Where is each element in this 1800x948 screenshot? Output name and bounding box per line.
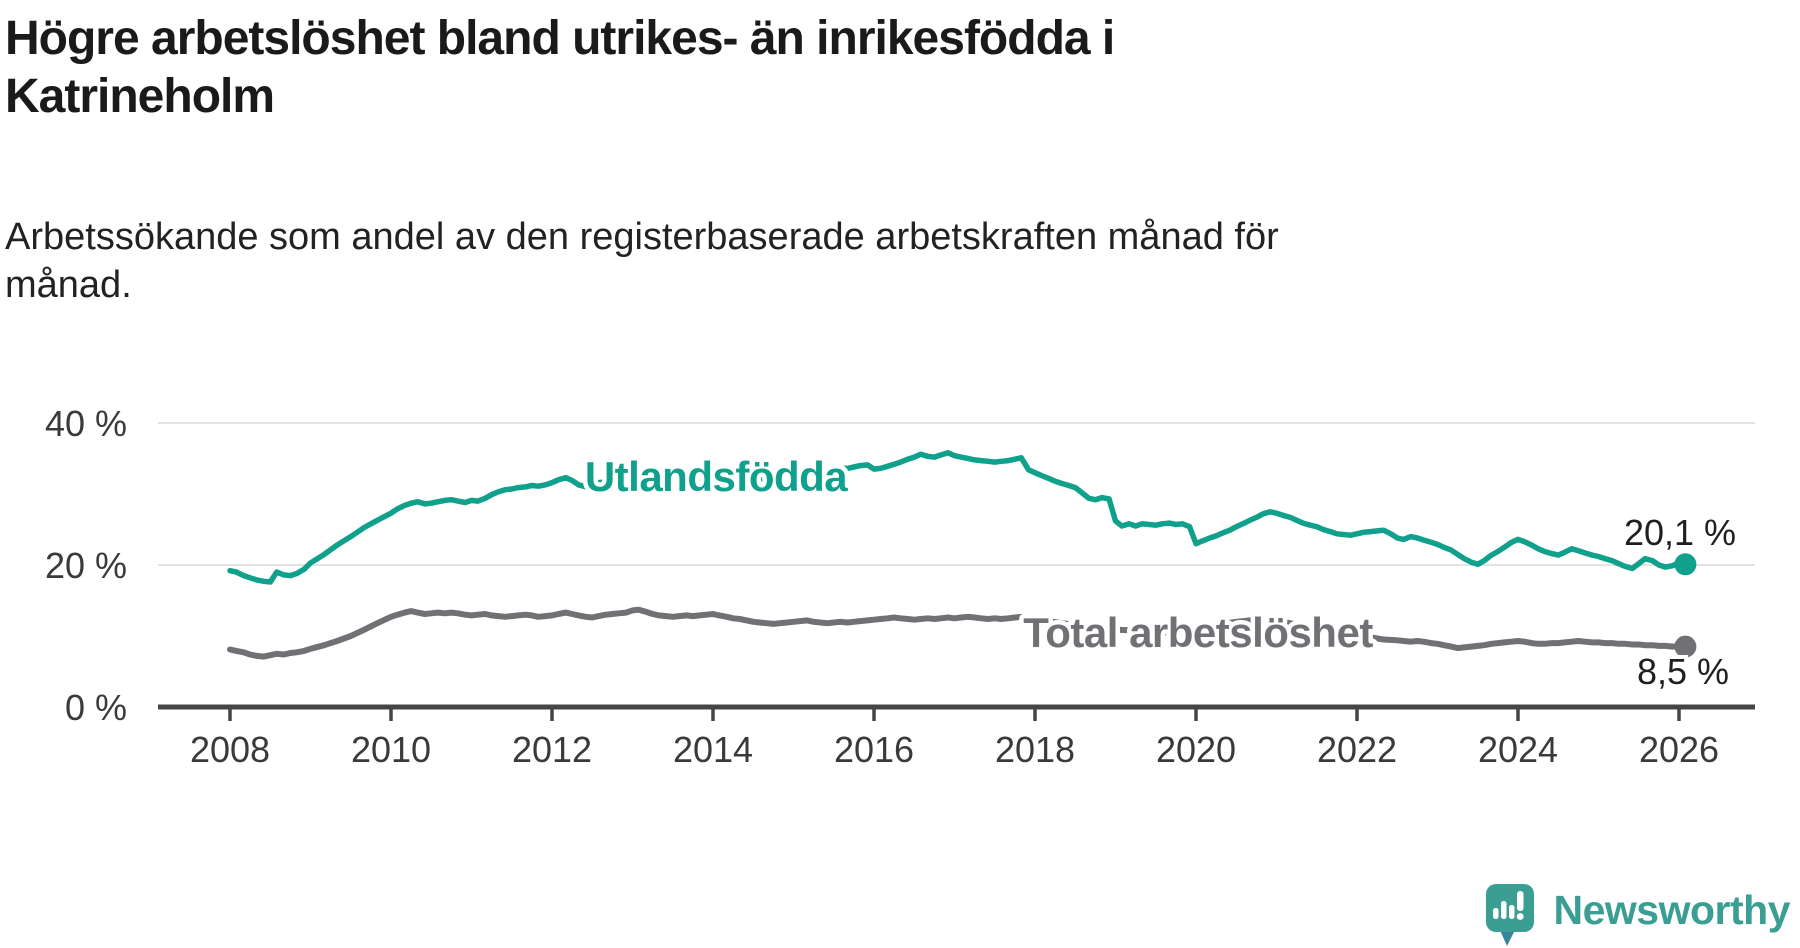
chart-subtitle: Arbetssökande som andel av den registerb…	[5, 216, 1279, 306]
x-tick-label-2014: 2014	[673, 729, 753, 770]
y-tick-label-40: 40 %	[45, 403, 127, 444]
x-tick-label-2010: 2010	[351, 729, 431, 770]
series-end-dot-utlandsfodda	[1674, 553, 1697, 576]
x-tick-label-2018: 2018	[995, 729, 1075, 770]
newsworthy-logo-text: Newsworthy	[1553, 887, 1791, 933]
speech-bubble-tail	[1498, 928, 1516, 946]
series-end-value-label-utlandsfodda: 20,1 %	[1624, 512, 1736, 553]
page-title: Högre arbetslöshet bland utrikes- än inr…	[5, 12, 1115, 123]
y-tick-label-0: 0 %	[65, 687, 127, 728]
x-tick-label-2008: 2008	[190, 729, 270, 770]
series-label-total: Total arbetslöshet	[1023, 609, 1373, 656]
x-tick-label-2026: 2026	[1639, 729, 1719, 770]
series-end-dot-total	[1674, 635, 1697, 658]
x-tick-label-2022: 2022	[1317, 729, 1397, 770]
series-end-value-label-total: 8,5 %	[1637, 651, 1729, 692]
series-line-utlandsfodda	[227, 450, 1689, 585]
newsworthy-logo-icon	[1485, 884, 1534, 948]
x-tick-label-2024: 2024	[1478, 729, 1558, 770]
newsworthy-logo: Newsworthy	[1485, 884, 1791, 948]
x-tick-label-2016: 2016	[834, 729, 914, 770]
x-tick-label-2020: 2020	[1156, 729, 1236, 770]
series-label-utlandsfodda: Utlandsfödda	[585, 453, 848, 500]
y-tick-label-20: 20 %	[45, 545, 127, 586]
series-line-total	[227, 606, 1689, 660]
x-tick-label-2012: 2012	[512, 729, 592, 770]
